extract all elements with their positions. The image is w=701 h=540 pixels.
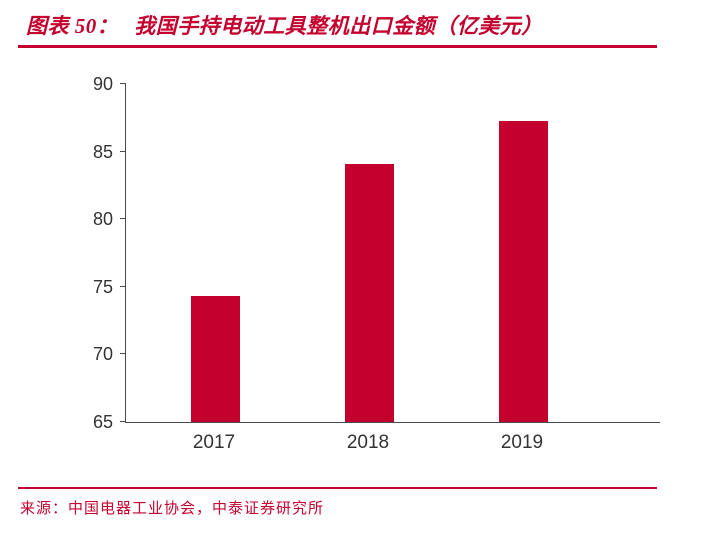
y-axis-tick-label: 80 bbox=[92, 209, 113, 230]
bars-container bbox=[138, 84, 600, 422]
y-axis-tick-label: 75 bbox=[92, 276, 113, 297]
x-axis-tick-label: 2017 bbox=[192, 432, 236, 453]
y-axis-tick-mark bbox=[120, 421, 126, 422]
bar-2017 bbox=[190, 296, 240, 422]
figure-title-text: 我国手持电动工具整机出口金额（亿美元） bbox=[134, 14, 543, 38]
bar-slot bbox=[138, 84, 292, 422]
y-axis-tick-mark bbox=[120, 285, 126, 287]
title-divider-rule bbox=[18, 45, 657, 48]
bar-2019 bbox=[498, 120, 548, 422]
y-axis-tick-mark bbox=[120, 83, 126, 84]
figure-number-label: 图表 50： bbox=[26, 14, 119, 38]
x-axis-tick-label: 2019 bbox=[500, 432, 544, 453]
footer-divider-rule bbox=[18, 487, 657, 489]
figure-title: 图表 50： 我国手持电动工具整机出口金额（亿美元） bbox=[26, 10, 543, 40]
x-axis-tick-label: 2018 bbox=[346, 432, 390, 453]
y-axis-tick-label: 85 bbox=[92, 141, 113, 162]
y-axis-tick-label: 70 bbox=[92, 344, 113, 365]
bar-slot bbox=[446, 84, 600, 422]
bar-2018 bbox=[344, 163, 394, 422]
y-axis-tick-label: 90 bbox=[92, 74, 113, 94]
y-axis-tick-mark bbox=[120, 353, 126, 355]
bar-slot bbox=[292, 84, 446, 422]
x-axis-labels: 2017 2018 2019 bbox=[137, 432, 599, 454]
bar-chart-plot-area: 65 70 75 80 85 90 bbox=[93, 75, 660, 431]
source-text: 来源：中国电器工业协会，中泰证券研究所 bbox=[20, 501, 325, 517]
y-axis-tick-mark bbox=[120, 150, 126, 152]
y-axis-tick-label: 65 bbox=[92, 412, 113, 432]
y-axis-tick-mark bbox=[120, 218, 126, 220]
